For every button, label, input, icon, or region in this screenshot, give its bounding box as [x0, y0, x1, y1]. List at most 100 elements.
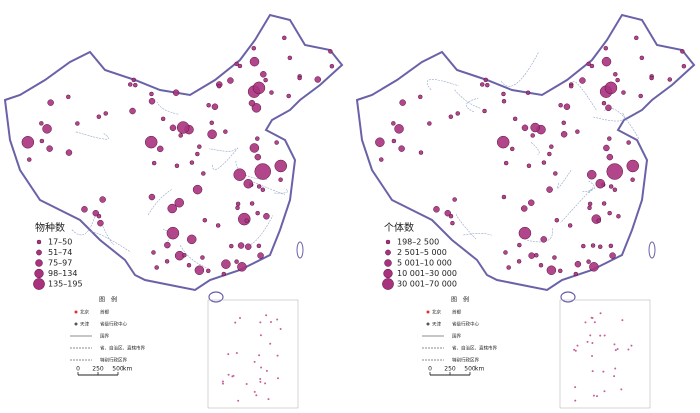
- site-circle: [103, 111, 108, 116]
- site-circle: [176, 121, 190, 134]
- site-circle: [144, 135, 158, 149]
- site-circle: [517, 242, 522, 248]
- site-circle: [229, 243, 234, 249]
- site-circle: [237, 63, 243, 69]
- site-circle: [375, 137, 385, 147]
- site-circle: [512, 116, 518, 122]
- province-border: [582, 180, 595, 192]
- site-circle: [483, 77, 489, 83]
- key-symbol: [74, 322, 78, 326]
- island: [586, 340, 589, 343]
- site-circle: [586, 169, 597, 180]
- site-circle: [586, 259, 591, 264]
- island: [259, 334, 262, 337]
- key-symbol-label: 天津: [80, 321, 89, 328]
- site-circle: [579, 77, 586, 84]
- island: [599, 312, 602, 315]
- taiwan-island: [296, 241, 304, 259]
- site-circle: [99, 196, 106, 203]
- site-circle: [603, 144, 610, 152]
- site-circle: [530, 133, 535, 138]
- site-circle: [506, 265, 511, 270]
- site-circle: [282, 35, 287, 41]
- province-border: [525, 228, 553, 243]
- site-circle: [450, 220, 455, 226]
- site-circle: [485, 82, 490, 88]
- island: [264, 382, 267, 385]
- island: [235, 352, 238, 355]
- key-label: 国界: [452, 334, 461, 340]
- island: [574, 386, 577, 389]
- site-circle: [249, 143, 260, 153]
- site-circle: [482, 108, 487, 114]
- site-circle: [131, 77, 137, 83]
- site-circle: [525, 90, 531, 95]
- site-circle: [379, 157, 384, 162]
- site-circle: [399, 99, 406, 106]
- site-circle: [46, 145, 53, 152]
- key-label: 省级行政中心: [452, 321, 479, 328]
- site-circle: [501, 194, 507, 200]
- site-circle: [149, 91, 154, 97]
- island: [593, 321, 596, 324]
- island: [613, 343, 616, 346]
- scale-unit: km: [123, 366, 132, 373]
- site-circle: [97, 219, 104, 227]
- site-circle: [215, 223, 221, 228]
- site-circle: [448, 213, 454, 219]
- legend-symbol: [382, 278, 394, 290]
- site-circle: [516, 259, 522, 264]
- scale-label: 0: [76, 366, 80, 373]
- island: [258, 354, 261, 357]
- site-circle: [172, 89, 180, 96]
- site-circle: [156, 145, 164, 153]
- legend-symbol: [36, 249, 42, 256]
- site-circle: [546, 186, 553, 193]
- site-circle: [630, 177, 635, 182]
- island: [591, 316, 594, 319]
- site-circle: [167, 203, 177, 214]
- site-circle: [27, 157, 32, 162]
- site-circle: [518, 226, 532, 240]
- island: [255, 394, 258, 397]
- island: [276, 318, 279, 321]
- site-circle: [65, 149, 73, 156]
- legend-label: 5 001–10 000: [397, 259, 452, 268]
- site-circle: [227, 77, 234, 84]
- site-circle: [127, 82, 133, 87]
- site-circle: [255, 210, 260, 216]
- site-circle: [255, 136, 260, 141]
- province-border: [530, 142, 540, 155]
- legend-label: 98–134: [48, 269, 77, 278]
- legend-symbol: [385, 239, 391, 245]
- site-circle: [151, 160, 157, 166]
- scale-label: 500: [112, 366, 124, 373]
- site-circle: [328, 49, 333, 54]
- site-circle: [616, 214, 621, 219]
- site-circle: [39, 138, 45, 144]
- south-sea-inset: [207, 299, 299, 409]
- site-circle: [47, 99, 54, 106]
- site-circle: [249, 56, 260, 67]
- site-circle: [233, 168, 246, 181]
- island: [614, 349, 617, 352]
- site-circle: [235, 201, 241, 207]
- island: [221, 380, 224, 383]
- island: [603, 390, 606, 393]
- site-circle: [587, 201, 593, 207]
- province-border: [212, 147, 239, 170]
- site-circle: [244, 243, 252, 250]
- site-circle: [554, 217, 560, 223]
- site-circle: [216, 83, 222, 89]
- key-symbol-label: 天津: [432, 321, 441, 328]
- site-circle: [589, 262, 599, 272]
- site-circle: [297, 75, 302, 81]
- site-circle: [649, 75, 654, 81]
- island: [573, 348, 576, 351]
- island: [253, 390, 256, 393]
- island: [596, 395, 599, 398]
- legend-label: 198–2 500: [397, 238, 439, 247]
- site-circle: [612, 187, 618, 192]
- island: [630, 344, 633, 347]
